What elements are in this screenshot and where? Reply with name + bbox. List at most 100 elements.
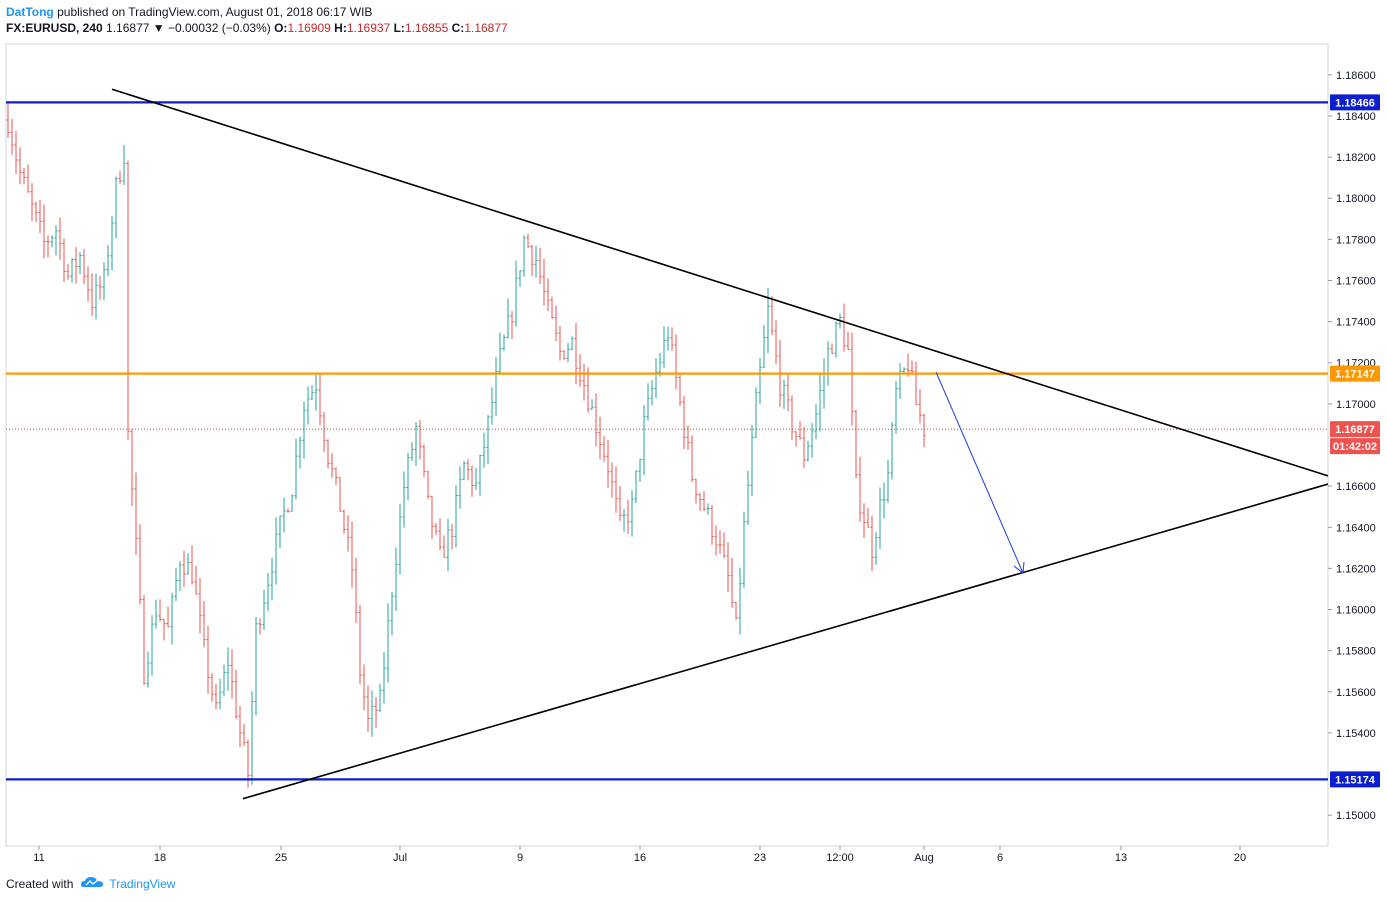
ohlc-bar	[506, 298, 510, 339]
tradingview-link[interactable]: TradingView	[109, 876, 176, 891]
ohlc-bar	[686, 425, 690, 450]
x-tick-label: 18	[154, 852, 166, 864]
ohlc-bar	[710, 504, 714, 545]
ohlc-bar	[890, 422, 894, 480]
ohlc-bar	[114, 176, 118, 239]
ohlc-bar	[270, 557, 274, 601]
ohlc-bar	[174, 567, 178, 602]
level-price-badge: 1.18466	[1330, 94, 1380, 111]
low-value: 1.16855	[404, 21, 449, 35]
ohlc-bar	[334, 467, 338, 486]
ohlc-bar	[718, 530, 722, 555]
ohlc-bar	[786, 374, 790, 412]
ohlc-bar	[594, 393, 598, 447]
ohlc-bar	[46, 235, 50, 258]
y-tick-label: 1.17000	[1336, 399, 1376, 411]
ohlc-bar	[162, 618, 166, 641]
x-tick-label: 25	[275, 852, 287, 864]
ohlc-bar	[118, 171, 122, 184]
ohlc-bar	[326, 439, 330, 469]
ohlc-bar	[234, 669, 238, 719]
countdown-badge: 01:42:02	[1330, 438, 1380, 455]
ohlc-bar	[290, 494, 294, 512]
ohlc-bar	[422, 444, 426, 478]
last-price: 1.16877	[106, 21, 150, 35]
projection-arrow[interactable]	[935, 371, 1024, 574]
ohlc-bar	[102, 262, 106, 301]
ohlc-bar	[774, 320, 778, 365]
high-value: 1.16937	[346, 21, 391, 35]
ohlc-bar	[798, 420, 802, 440]
projection-arrow-head	[1013, 561, 1025, 574]
ohlc-bar	[350, 521, 354, 588]
upper-trendline[interactable]	[111, 88, 1329, 477]
ohlc-bar	[622, 509, 626, 532]
ohlc-bar	[78, 252, 82, 275]
ohlc-bar	[358, 604, 362, 685]
ohlc-bar	[734, 601, 738, 620]
ohlc-bar	[738, 567, 742, 635]
ohlc-bar	[82, 248, 86, 285]
ohlc-bar	[814, 403, 818, 440]
author-link[interactable]: DatTong	[6, 5, 54, 19]
ohlc-bar	[630, 490, 634, 537]
published-text: published on TradingView.com, August 01,…	[57, 5, 373, 19]
ohlc-bar	[634, 470, 638, 504]
ohlc-bar	[494, 356, 498, 416]
ohlc-bar	[862, 503, 866, 538]
x-tick-label: 12:00	[826, 852, 854, 864]
lower-trendline[interactable]	[242, 483, 1329, 800]
ohlc-bar	[294, 438, 298, 500]
ohlc-bar	[650, 380, 654, 406]
ohlc-bar	[126, 160, 130, 440]
ohlc-bar	[582, 364, 586, 401]
ohlc-bar	[202, 600, 206, 648]
ohlc-bar	[666, 326, 670, 351]
ohlc-bar	[614, 466, 618, 513]
x-tick-label: 20	[1234, 852, 1246, 864]
price-change: ▼ −0.00032 (−0.03%)	[152, 21, 271, 35]
ohlc-bar	[434, 523, 438, 536]
ohlc-bar	[310, 384, 314, 401]
ohlc-bar	[138, 524, 142, 605]
y-tick-label: 1.18000	[1336, 193, 1376, 205]
ohlc-bar	[274, 517, 278, 585]
ohlc-bar	[178, 561, 182, 591]
y-tick-label: 1.18600	[1336, 70, 1376, 82]
svg-text:1.17147: 1.17147	[1335, 369, 1375, 381]
ohlc-bars	[6, 103, 926, 788]
ohlc-bar	[218, 678, 222, 709]
y-tick-label: 1.16400	[1336, 522, 1376, 534]
y-tick-label: 1.15800	[1336, 646, 1376, 658]
ohlc-bar	[678, 374, 682, 406]
ohlc-bar	[402, 471, 406, 528]
ohlc-bar	[598, 416, 602, 460]
ohlc-bar	[194, 565, 198, 595]
ohlc-bar	[266, 572, 270, 612]
ohlc-bar	[910, 360, 914, 374]
ohlc-bar	[682, 395, 686, 450]
low-label: L:	[393, 21, 405, 35]
ohlc-bar	[514, 260, 518, 327]
ohlc-bar	[698, 492, 702, 512]
y-tick-label: 1.15000	[1336, 810, 1376, 822]
ohlc-bar	[222, 664, 226, 696]
level-price-badge: 1.15174	[1330, 771, 1380, 788]
ohlc-bar	[394, 547, 398, 611]
ohlc-bar	[670, 327, 674, 351]
ohlc-bar	[6, 103, 10, 138]
ohlc-bar	[442, 535, 446, 558]
ohlc-bar	[578, 353, 582, 387]
price-badges: 1.18466 1.17147 1.15174 1.16877 01:42:02	[1330, 94, 1380, 788]
ohlc-bar	[574, 323, 578, 385]
ohlc-bar	[498, 332, 502, 376]
ohlc-bar	[522, 235, 526, 277]
x-tick-label: Aug	[914, 852, 934, 864]
chart-header: DatTong published on TradingView.com, Au…	[6, 4, 508, 36]
ohlc-bar	[302, 401, 306, 459]
horizontal-levels	[6, 101, 1328, 781]
ohlc-bar	[846, 331, 850, 350]
x-tick-label: 13	[1115, 852, 1127, 864]
ohlc-bar	[70, 258, 74, 283]
